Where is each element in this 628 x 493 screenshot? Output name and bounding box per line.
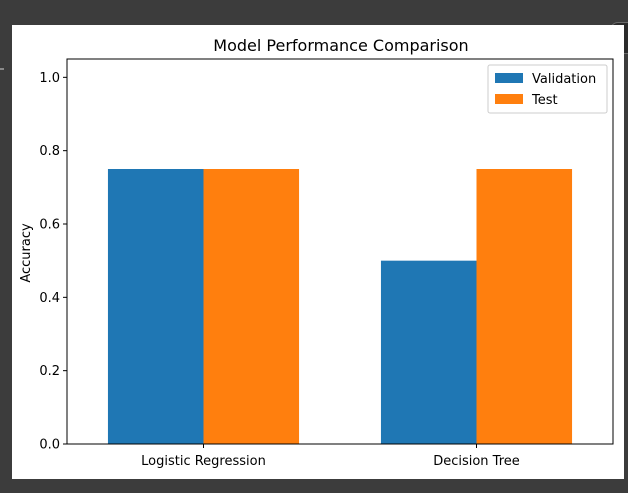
- bar-test-0: [203, 169, 300, 444]
- legend-swatch-validation: [495, 73, 523, 83]
- y-tick-label: 0.0: [39, 438, 60, 453]
- x-ticks-group: Logistic Regression Decision Tree: [141, 444, 520, 469]
- bars-group: [107, 169, 573, 444]
- y-tick-label: 0.8: [39, 144, 60, 159]
- legend-label-test: Test: [531, 93, 558, 108]
- bar-chart: Model Performance Comparison Accuracy 0.…: [19, 36, 614, 469]
- window-top-bar-extension: [458, 20, 628, 25]
- bar-test-1: [476, 169, 573, 444]
- left-edge-marker: [0, 68, 4, 70]
- chart-title: Model Performance Comparison: [213, 36, 468, 55]
- chart-canvas: Model Performance Comparison Accuracy 0.…: [12, 25, 624, 479]
- x-tick-label: Decision Tree: [433, 454, 520, 469]
- y-ticks-group: 0.0 0.2 0.4 0.6 0.8 1.0: [39, 71, 67, 453]
- legend-label-validation: Validation: [532, 72, 596, 87]
- legend: Validation Test: [487, 64, 608, 114]
- y-tick-label: 0.6: [39, 218, 60, 233]
- bar-validation-1: [380, 260, 477, 444]
- x-tick-label: Logistic Regression: [141, 454, 266, 469]
- window-top-bar: [0, 0, 628, 20]
- legend-swatch-test: [495, 94, 523, 104]
- y-axis-label: Accuracy: [19, 223, 34, 283]
- y-tick-label: 1.0: [39, 71, 60, 86]
- y-tick-label: 0.2: [39, 364, 60, 379]
- y-tick-label: 0.4: [39, 291, 60, 306]
- bar-validation-0: [107, 169, 204, 444]
- axes-frame: [66, 58, 614, 445]
